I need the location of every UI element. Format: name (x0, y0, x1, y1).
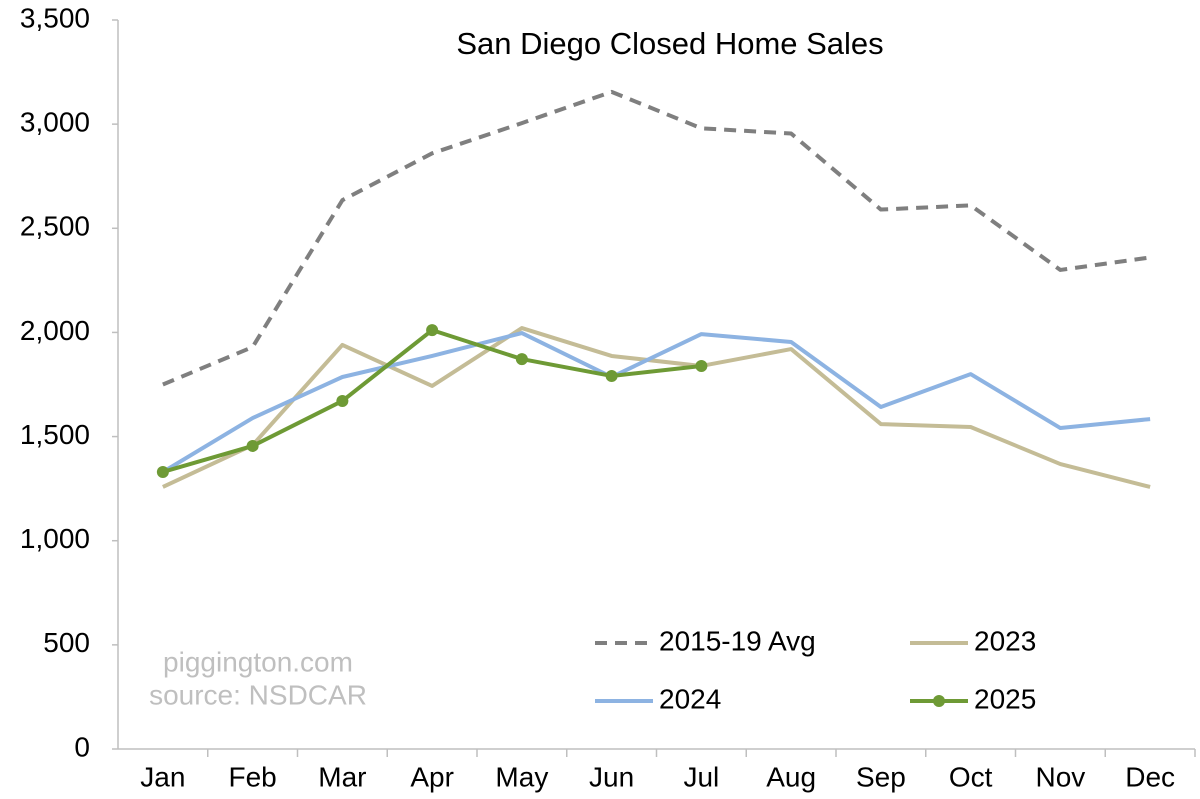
annotation: piggington.com (163, 646, 353, 677)
x-tick-label: Jul (683, 761, 719, 792)
chart-title: San Diego Closed Home Sales (456, 26, 883, 61)
series-line (162, 89, 1151, 387)
y-tick-label: 3,500 (20, 2, 90, 33)
x-tick-label: Oct (949, 761, 993, 792)
x-tick-label: Aug (766, 761, 816, 792)
legend-label: 2015-19 Avg (659, 625, 816, 656)
x-tick-label: Nov (1035, 761, 1085, 792)
x-tick-label: Jan (140, 761, 185, 792)
point (515, 353, 528, 366)
point (695, 359, 708, 372)
legend-marker (933, 695, 945, 707)
x-tick-label: Sep (856, 761, 906, 792)
legend-label: 2023 (974, 625, 1036, 656)
x-tick-label: Jun (589, 761, 634, 792)
x-tick-label: Mar (318, 761, 366, 792)
point (605, 369, 618, 382)
point (336, 394, 349, 407)
point (156, 465, 169, 478)
y-tick-label: 3,000 (20, 107, 90, 138)
annotation: source: NSDCAR (149, 679, 367, 710)
legend-label: 2025 (974, 683, 1036, 714)
y-tick-label: 1,500 (20, 419, 90, 450)
series-line (161, 331, 1151, 474)
x-tick-label: May (495, 761, 548, 792)
y-tick-label: 2,000 (20, 315, 90, 346)
series-line (162, 326, 1151, 489)
point (426, 324, 439, 337)
y-tick-label: 0 (74, 731, 90, 762)
y-tick-label: 2,500 (20, 211, 90, 242)
x-tick-label: Apr (410, 761, 454, 792)
x-tick-label: Feb (229, 761, 277, 792)
legend-label: 2024 (659, 683, 721, 714)
x-tick-label: Dec (1125, 761, 1175, 792)
y-tick-label: 1,000 (20, 523, 90, 554)
point (246, 439, 259, 452)
y-tick-label: 500 (43, 627, 90, 658)
